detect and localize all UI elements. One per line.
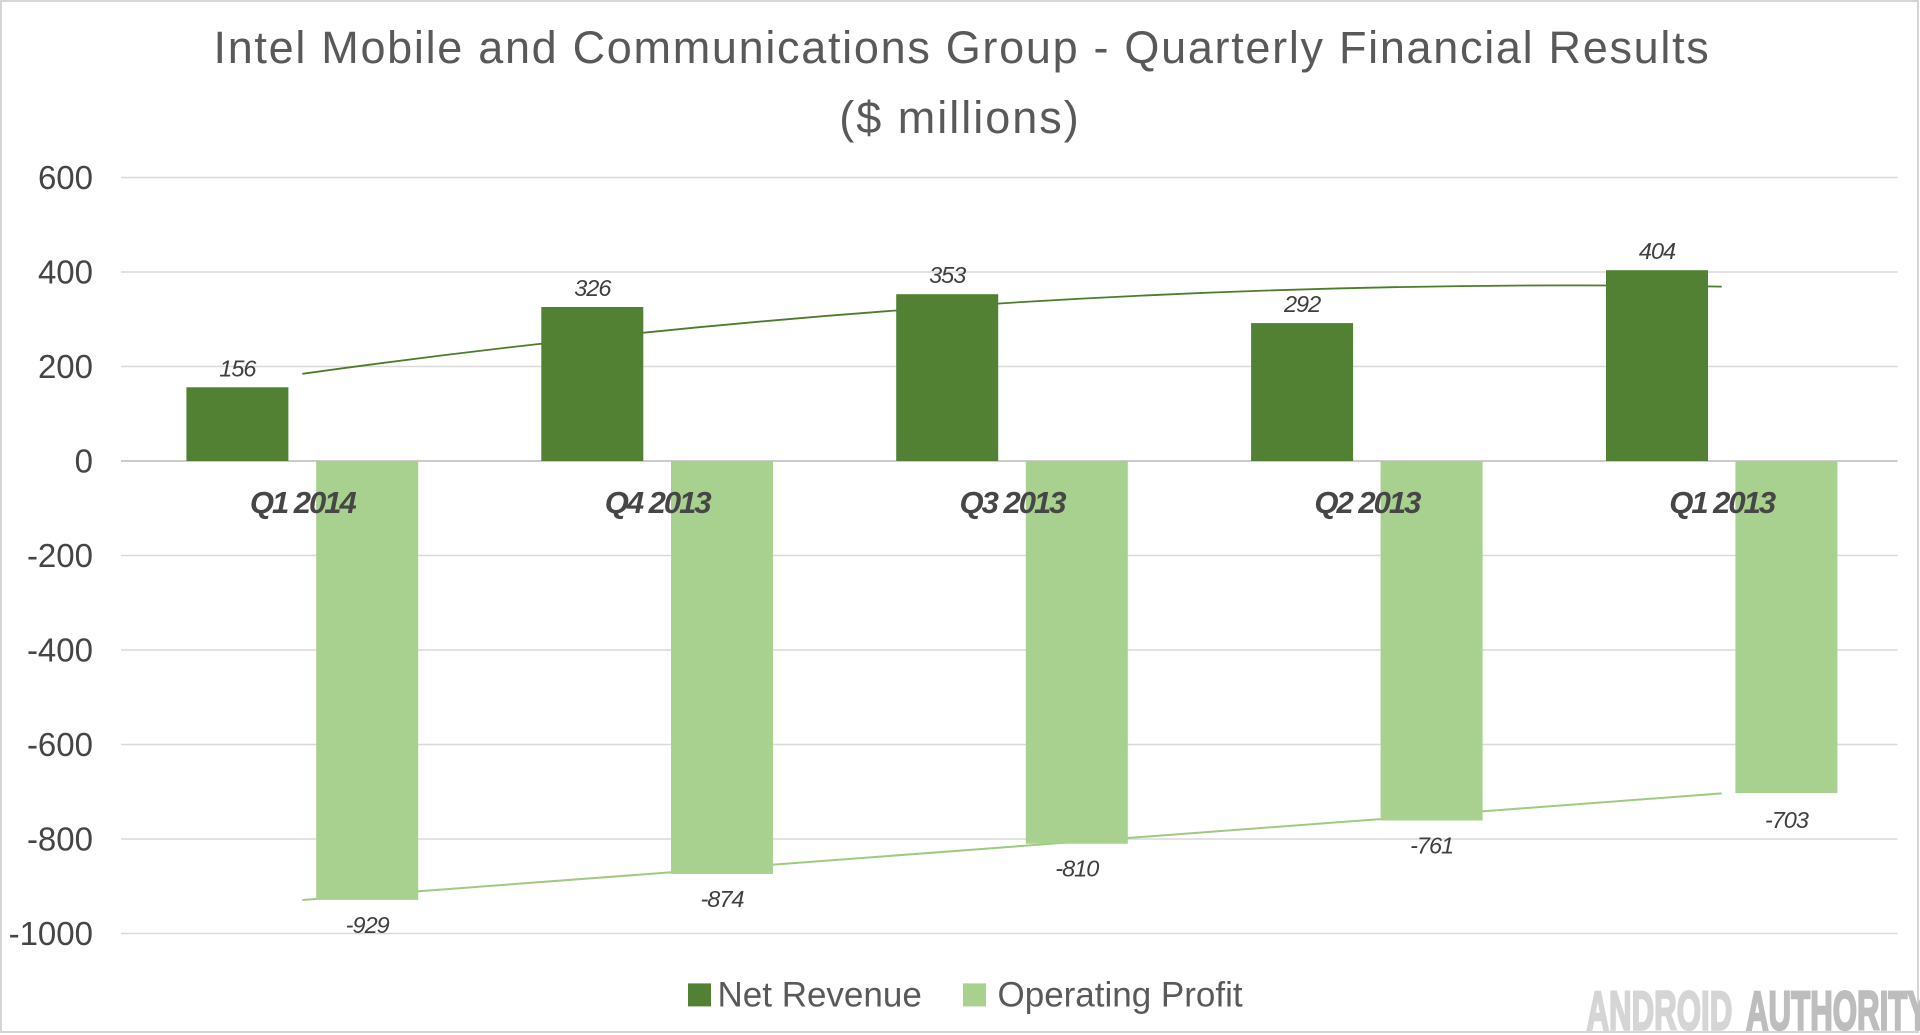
svg-text:200: 200 [38,348,93,385]
svg-text:-810: -810 [1055,856,1099,882]
svg-text:-761: -761 [1410,833,1453,859]
svg-text:-800: -800 [27,821,93,858]
svg-text:326: 326 [574,275,612,301]
svg-text:Intel Mobile and Communication: Intel Mobile and Communications Group - … [214,22,1711,73]
svg-text:Operating Profit: Operating Profit [998,976,1243,1015]
svg-text:Q1 2014: Q1 2014 [250,485,357,520]
svg-text:-874: -874 [700,886,744,912]
svg-text:Q1 2013: Q1 2013 [1669,485,1776,520]
svg-text:-600: -600 [27,726,93,763]
svg-text:AUTHORITY: AUTHORITY [1746,982,1920,1035]
svg-text:Q3 2013: Q3 2013 [960,485,1067,520]
svg-text:-929: -929 [346,912,390,938]
svg-text:600: 600 [38,159,93,196]
svg-text:-400: -400 [27,632,93,669]
svg-text:Q4 2013: Q4 2013 [605,485,712,520]
svg-text:Q2 2013: Q2 2013 [1314,485,1421,520]
svg-text:0: 0 [75,443,93,480]
svg-text:156: 156 [219,355,257,381]
svg-text:Net Revenue: Net Revenue [718,976,922,1015]
svg-text:-703: -703 [1765,807,1809,833]
svg-text:353: 353 [929,262,966,288]
svg-text:ANDROID: ANDROID [1587,982,1733,1035]
svg-text:400: 400 [38,254,93,291]
svg-text:-200: -200 [27,537,93,574]
svg-text:404: 404 [1639,238,1676,264]
svg-text:($ millions): ($ millions) [839,92,1081,143]
svg-text:292: 292 [1283,291,1321,317]
svg-text:-1000: -1000 [9,915,93,952]
